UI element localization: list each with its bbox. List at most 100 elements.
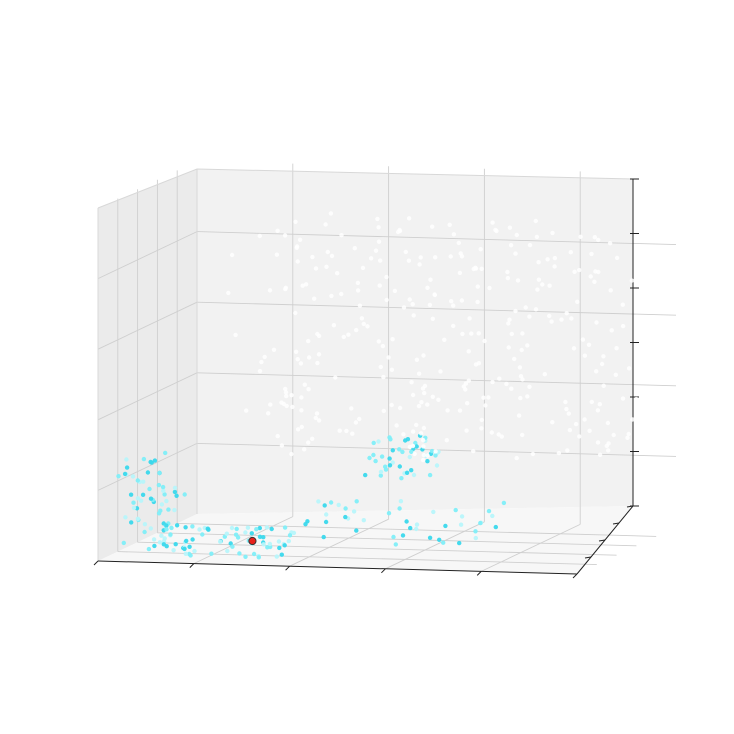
data-point — [306, 440, 311, 445]
data-point — [420, 386, 426, 391]
data-point — [376, 239, 382, 244]
data-point — [378, 473, 383, 478]
data-point — [290, 404, 295, 410]
data-point — [451, 232, 457, 237]
data-point — [267, 288, 273, 293]
data-point — [190, 537, 195, 542]
data-point — [461, 384, 466, 389]
data-point — [406, 258, 412, 263]
data-point — [409, 449, 414, 454]
data-point — [597, 402, 602, 407]
data-point — [268, 402, 273, 407]
data-point — [572, 269, 577, 274]
data-point — [174, 523, 180, 528]
data-point — [267, 541, 273, 547]
data-point — [496, 432, 501, 437]
data-point — [310, 254, 315, 260]
grid-line — [97, 372, 198, 421]
scatter-series-1 — [116, 433, 507, 560]
data-point — [490, 220, 495, 225]
data-point — [147, 486, 152, 492]
data-point — [300, 283, 305, 288]
data-point — [406, 216, 412, 221]
data-point — [157, 470, 162, 476]
data-point — [430, 394, 435, 399]
data-point — [383, 467, 389, 472]
data-point — [648, 236, 654, 241]
data-point — [629, 278, 634, 283]
y-tick — [612, 522, 620, 525]
data-point — [404, 470, 410, 475]
data-point — [172, 507, 177, 513]
data-point — [349, 406, 354, 411]
data-point — [283, 386, 288, 392]
data-point — [467, 316, 472, 321]
data-point — [388, 437, 393, 442]
data-point — [420, 457, 426, 463]
data-point — [457, 540, 462, 546]
data-point — [397, 464, 402, 469]
data-point — [313, 266, 319, 271]
data-point — [365, 324, 370, 329]
data-point — [456, 240, 461, 246]
data-point — [410, 443, 416, 449]
data-point — [299, 424, 304, 430]
data-point — [354, 528, 359, 533]
data-point — [481, 395, 486, 400]
data-point — [589, 399, 594, 405]
data-point — [482, 338, 487, 344]
data-point — [387, 463, 393, 468]
data-point — [261, 542, 266, 547]
data-point — [434, 463, 440, 468]
data-point — [384, 274, 389, 280]
data-point — [279, 400, 284, 405]
data-point — [182, 546, 187, 552]
data-point — [625, 435, 630, 440]
data-point — [361, 321, 366, 327]
data-point — [593, 269, 598, 274]
grid-line — [97, 301, 198, 350]
data-point — [293, 349, 299, 354]
data-point — [259, 359, 264, 365]
data-point — [575, 299, 580, 304]
data-point — [142, 522, 148, 527]
data-point — [152, 458, 158, 463]
data-point — [466, 349, 471, 354]
data-point — [552, 255, 558, 261]
data-point — [416, 371, 422, 376]
data-point — [354, 499, 359, 504]
data-point — [448, 254, 453, 259]
data-point — [275, 433, 280, 439]
data-point — [224, 531, 229, 536]
data-point — [379, 454, 385, 459]
data-point — [303, 522, 308, 527]
data-point — [418, 431, 424, 436]
data-point — [515, 278, 521, 283]
data-point — [397, 447, 402, 452]
data-point — [245, 525, 251, 530]
data-point — [293, 310, 298, 316]
data-point — [124, 457, 129, 462]
data-point — [518, 374, 524, 379]
data-point — [425, 285, 430, 290]
data-point — [599, 361, 605, 367]
data-point — [436, 397, 441, 402]
data-point — [386, 355, 391, 360]
data-point — [357, 303, 363, 308]
data-point — [571, 346, 577, 351]
data-point — [505, 269, 510, 275]
data-point — [266, 411, 271, 416]
data-point — [269, 526, 274, 532]
data-point — [264, 525, 270, 530]
data-point — [350, 431, 355, 436]
data-point — [589, 251, 594, 257]
data-point — [460, 331, 465, 337]
data-point — [520, 432, 525, 438]
data-point — [148, 526, 153, 531]
data-point — [518, 395, 523, 401]
data-point — [494, 228, 499, 234]
data-point — [229, 525, 235, 531]
data-point — [159, 533, 164, 538]
data-point — [542, 372, 547, 377]
